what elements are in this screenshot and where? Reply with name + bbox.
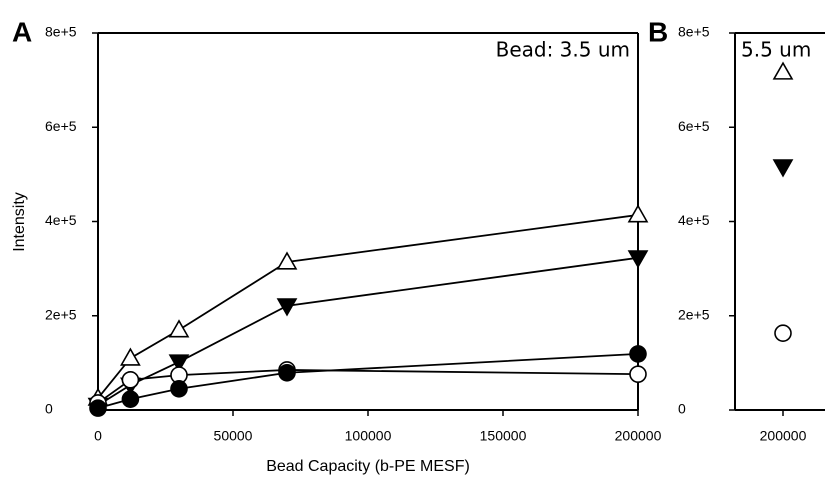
marker: [278, 363, 296, 382]
x-tick-label: 150000: [480, 428, 527, 444]
marker: [170, 379, 188, 398]
x-tick-label: 0: [94, 428, 102, 444]
marker: [774, 324, 792, 342]
y-axis-label: Intensity: [11, 192, 28, 252]
marker: [121, 390, 140, 408]
x-tick-label: 100000: [345, 428, 392, 444]
x-axis-label: Bead Capacity (b-PE MESF): [266, 458, 470, 475]
y-tick-label: 4e+5: [678, 212, 710, 228]
marker: [276, 298, 298, 317]
y-tick-label: 0: [678, 401, 686, 417]
y-tick-label: 8e+5: [678, 24, 710, 40]
y-tick-label: 0: [45, 401, 53, 417]
x-tick-label: 200000: [615, 428, 662, 444]
marker: [627, 250, 649, 269]
marker: [168, 354, 190, 373]
marker: [627, 204, 649, 223]
marker: [629, 345, 647, 363]
y-tick-label: 4e+5: [45, 212, 77, 228]
y-tick-label: 2e+5: [45, 306, 77, 322]
annotation: Bead: 3.5 um: [496, 38, 630, 62]
marker: [120, 347, 141, 366]
y-tick-label: 6e+5: [45, 118, 77, 134]
x-tick-label: 200000: [760, 428, 807, 444]
marker: [772, 159, 794, 178]
y-tick-label: 6e+5: [678, 118, 710, 134]
y-tick-label: 8e+5: [45, 24, 77, 40]
x-tick-label: 50000: [214, 428, 253, 444]
marker: [772, 61, 794, 80]
marker: [629, 365, 647, 383]
panel-label: A: [12, 16, 32, 47]
marker: [121, 371, 140, 389]
marker: [168, 319, 190, 338]
y-tick-label: 2e+5: [678, 306, 710, 322]
panel-label: B: [648, 16, 668, 47]
marker: [89, 399, 107, 417]
annotation: 5.5 um: [741, 38, 811, 62]
marker: [276, 251, 298, 270]
